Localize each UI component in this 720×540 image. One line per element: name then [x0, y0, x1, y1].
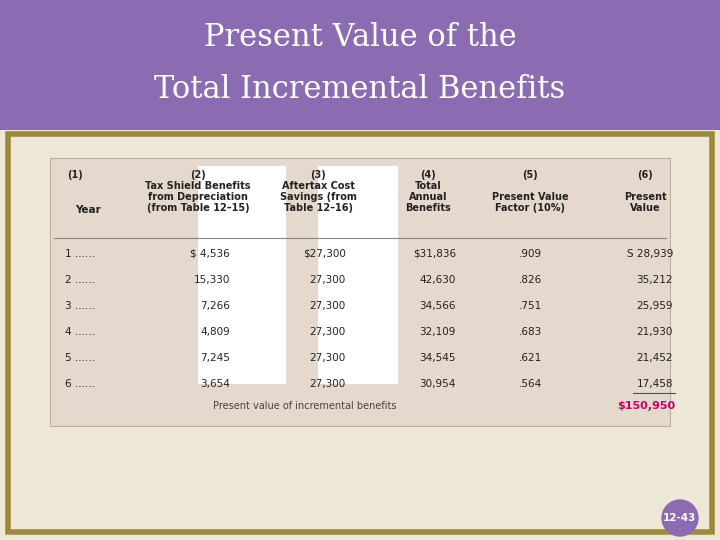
Text: Present value of incremental benefits: Present value of incremental benefits: [213, 401, 397, 411]
Text: 6 ......: 6 ......: [65, 379, 95, 389]
Text: Factor (10%): Factor (10%): [495, 203, 565, 213]
Text: Value: Value: [630, 203, 660, 213]
Text: $31,836: $31,836: [413, 249, 456, 259]
Text: 30,954: 30,954: [420, 379, 456, 389]
Text: 32,109: 32,109: [420, 327, 456, 337]
Text: 42,630: 42,630: [420, 275, 456, 285]
Text: Present Value: Present Value: [492, 192, 568, 202]
Text: (6): (6): [637, 170, 653, 180]
Text: 4,809: 4,809: [200, 327, 230, 337]
Text: 27,300: 27,300: [310, 327, 346, 337]
Text: Aftertax Cost: Aftertax Cost: [282, 181, 354, 191]
Text: .826: .826: [518, 275, 541, 285]
Text: 21,452: 21,452: [636, 353, 673, 363]
FancyBboxPatch shape: [8, 134, 712, 532]
Text: 21,930: 21,930: [636, 327, 673, 337]
Text: Annual: Annual: [409, 192, 447, 202]
Text: S 28,939: S 28,939: [626, 249, 673, 259]
Text: 27,300: 27,300: [310, 301, 346, 311]
FancyBboxPatch shape: [318, 166, 398, 384]
Text: Year: Year: [75, 205, 101, 215]
Text: $ 4,536: $ 4,536: [190, 249, 230, 259]
Text: Benefits: Benefits: [405, 203, 451, 213]
Text: 7,266: 7,266: [200, 301, 230, 311]
Text: 34,566: 34,566: [420, 301, 456, 311]
Text: 35,212: 35,212: [636, 275, 673, 285]
Text: Total Incremental Benefits: Total Incremental Benefits: [154, 75, 566, 105]
Text: 7,245: 7,245: [200, 353, 230, 363]
Text: Present Value of the: Present Value of the: [204, 23, 516, 53]
Text: 15,330: 15,330: [194, 275, 230, 285]
Text: $27,300: $27,300: [303, 249, 346, 259]
Text: (from Table 12–15): (from Table 12–15): [147, 203, 249, 213]
Text: from Depreciation: from Depreciation: [148, 192, 248, 202]
Text: 1 ......: 1 ......: [65, 249, 95, 259]
Circle shape: [662, 500, 698, 536]
Text: (2): (2): [190, 170, 206, 180]
Text: $150,950: $150,950: [617, 401, 675, 411]
Text: 5 ......: 5 ......: [65, 353, 95, 363]
Text: 27,300: 27,300: [310, 379, 346, 389]
Text: (5): (5): [522, 170, 538, 180]
FancyBboxPatch shape: [0, 0, 720, 130]
Text: Total: Total: [415, 181, 441, 191]
Text: 17,458: 17,458: [636, 379, 673, 389]
Text: .683: .683: [518, 327, 541, 337]
Text: 25,959: 25,959: [636, 301, 673, 311]
Text: (4): (4): [420, 170, 436, 180]
Text: .751: .751: [518, 301, 541, 311]
Text: 3,654: 3,654: [200, 379, 230, 389]
Text: .909: .909: [518, 249, 541, 259]
Text: 27,300: 27,300: [310, 353, 346, 363]
FancyBboxPatch shape: [198, 166, 286, 384]
Text: 3 ......: 3 ......: [65, 301, 95, 311]
Text: 34,545: 34,545: [420, 353, 456, 363]
Text: 2 ......: 2 ......: [65, 275, 95, 285]
Text: Present: Present: [624, 192, 666, 202]
Text: 4 ......: 4 ......: [65, 327, 95, 337]
Text: (3): (3): [310, 170, 326, 180]
Text: 27,300: 27,300: [310, 275, 346, 285]
Text: Savings (from: Savings (from: [279, 192, 356, 202]
Text: Tax Shield Benefits: Tax Shield Benefits: [145, 181, 251, 191]
Text: 12-43: 12-43: [663, 513, 697, 523]
FancyBboxPatch shape: [50, 158, 670, 426]
Text: .621: .621: [518, 353, 541, 363]
Text: .564: .564: [518, 379, 541, 389]
Text: Table 12–16): Table 12–16): [284, 203, 353, 213]
Text: (1): (1): [67, 170, 83, 180]
